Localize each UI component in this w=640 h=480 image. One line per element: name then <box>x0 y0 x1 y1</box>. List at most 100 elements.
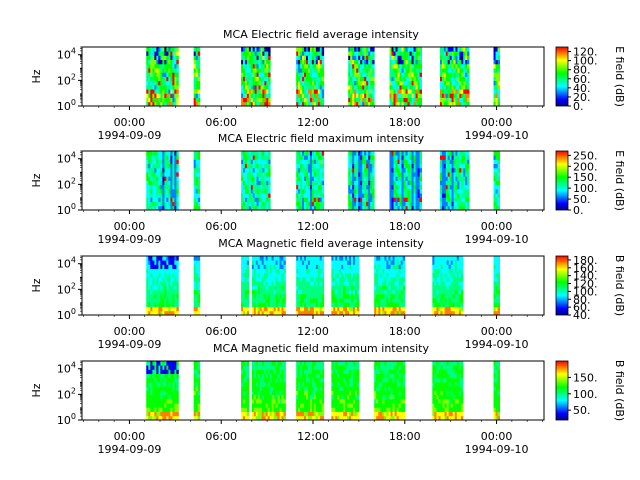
spectrogram-cell <box>268 51 271 56</box>
spectrogram-cell <box>392 302 395 307</box>
spectrogram-cell <box>350 72 353 77</box>
spectrogram-cell <box>154 72 157 77</box>
spectrogram-cell <box>267 361 271 366</box>
spectrogram-cell <box>176 89 179 94</box>
spectrogram-cell <box>246 151 250 156</box>
spectrogram-cell <box>309 306 313 312</box>
spectrogram-cell <box>354 310 358 316</box>
spectrogram-cell <box>261 390 265 396</box>
spectrogram-cell <box>150 101 153 107</box>
spectrogram-cell <box>154 80 157 86</box>
spectrogram-cell <box>148 390 151 396</box>
spectrogram-cell <box>168 281 171 286</box>
spectrogram-cell <box>193 193 197 198</box>
spectrogram-cell <box>311 281 315 286</box>
spectrogram-cell <box>150 272 153 278</box>
spectrogram-cell <box>264 193 267 198</box>
spectrogram-cell <box>380 293 383 299</box>
spectrogram-cell <box>168 411 171 417</box>
spectrogram-cell <box>302 68 305 73</box>
spectrogram-cell <box>450 256 454 261</box>
spectrogram-cell <box>260 97 263 103</box>
spectrogram-cell <box>254 184 257 190</box>
spectrogram-cell <box>306 306 309 312</box>
spectrogram-cell <box>146 93 149 98</box>
spectrogram-cell <box>275 382 278 387</box>
spectrogram-cell <box>347 277 350 282</box>
spectrogram-cell <box>360 97 363 103</box>
spectrogram-cell <box>458 277 462 282</box>
spectrogram-cell <box>445 84 449 90</box>
spectrogram-cell <box>374 256 377 261</box>
spectrogram-cell <box>372 151 375 156</box>
spectrogram-cell <box>259 373 263 379</box>
spectrogram-cell <box>388 272 391 278</box>
spectrogram-cell <box>244 386 248 391</box>
spectrogram-cell <box>448 272 452 278</box>
spectrogram-cell <box>262 59 265 65</box>
spectrogram-cell <box>197 394 201 400</box>
spectrogram-cell <box>362 180 365 186</box>
spectrogram-cell <box>395 68 398 73</box>
spectrogram-cell <box>405 84 408 90</box>
spectrogram-cell <box>197 159 201 165</box>
spectrogram-cell <box>156 373 159 379</box>
spectrogram-cell <box>451 155 454 160</box>
spectrogram-cell <box>281 260 284 265</box>
colorbar-tick-label: 180. <box>573 254 598 267</box>
spectrogram-cell <box>302 47 305 52</box>
spectrogram-cell <box>384 293 387 299</box>
spectrogram-cell <box>279 289 282 295</box>
spectrogram-cell <box>302 197 305 202</box>
spectrogram-cell <box>264 172 267 177</box>
spectrogram-cell <box>307 172 311 177</box>
spectrogram-cell <box>168 382 171 387</box>
spectrogram-cell <box>352 167 355 173</box>
spectrogram-cell <box>439 51 443 56</box>
spectrogram-cell <box>401 51 404 56</box>
spectrogram-cell <box>148 80 151 86</box>
spectrogram-cell <box>262 151 265 156</box>
spectrogram-cell <box>152 151 155 156</box>
spectrogram-cell <box>146 306 149 312</box>
spectrogram-cell <box>263 268 267 274</box>
spectrogram-cell <box>176 97 179 103</box>
spectrogram-cell <box>174 277 177 282</box>
spectrogram-cell <box>315 268 319 274</box>
spectrogram-cell <box>415 97 418 103</box>
spectrogram-cell <box>389 63 392 69</box>
spectrogram-cell <box>246 272 250 278</box>
spectrogram-cell <box>458 310 462 316</box>
spectrogram-cell <box>458 268 462 274</box>
spectrogram-cell <box>168 76 171 82</box>
spectrogram-cell <box>166 398 169 404</box>
spectrogram-cell <box>283 268 286 274</box>
spectrogram-cell <box>390 289 393 295</box>
spectrogram-cell <box>275 281 278 286</box>
spectrogram-cell <box>197 415 201 421</box>
spectrogram-cell <box>370 205 373 211</box>
spectrogram-cell <box>166 167 169 173</box>
spectrogram-cell <box>300 302 303 307</box>
spectrogram-cell <box>166 403 169 408</box>
spectrogram-cell <box>172 415 175 421</box>
spectrogram-cell <box>195 285 199 291</box>
spectrogram-cell <box>370 180 373 186</box>
spectrogram-cell <box>304 72 307 77</box>
spectrogram-cell <box>352 97 355 103</box>
spectrogram-cell <box>172 72 175 77</box>
spectrogram-cell <box>170 264 173 270</box>
spectrogram-cell <box>269 264 273 270</box>
spectrogram-cell <box>262 172 265 177</box>
spectrogram-cell <box>195 193 199 198</box>
spectrogram-cell <box>493 302 496 307</box>
spectrogram-cell <box>252 176 256 181</box>
spectrogram-cell <box>467 63 470 69</box>
spectrogram-cell <box>451 163 454 169</box>
spectrogram-cell <box>154 205 157 211</box>
spectrogram-cell <box>261 264 265 270</box>
spectrogram-cell <box>461 97 464 103</box>
spectrogram-cell <box>152 407 155 412</box>
spectrogram-cell <box>251 256 255 261</box>
spectrogram-cell <box>444 310 447 316</box>
